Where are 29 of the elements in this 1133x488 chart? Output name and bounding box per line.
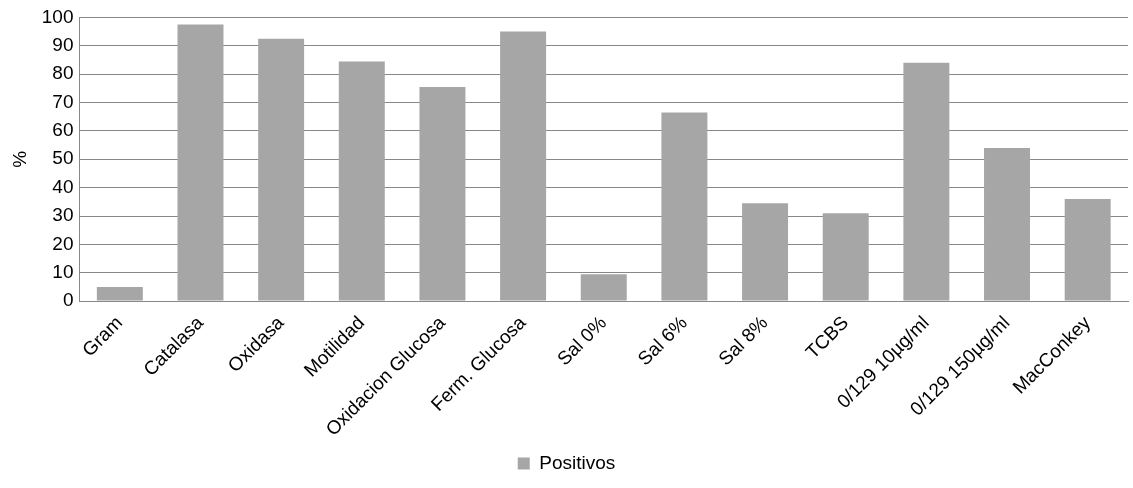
- bar: [1064, 198, 1111, 301]
- y-tick-label: 20: [52, 232, 74, 254]
- x-tick-label: Sal 6%: [633, 311, 692, 370]
- y-tick-label: 80: [52, 62, 74, 84]
- bar: [742, 203, 789, 301]
- y-tick-label: 30: [52, 204, 74, 226]
- bar: [258, 38, 305, 301]
- bar: [500, 31, 547, 301]
- y-tick-label: 60: [52, 119, 74, 141]
- y-tick-label: 40: [52, 175, 74, 197]
- bar: [419, 86, 466, 301]
- legend-label: Positivos: [539, 451, 616, 473]
- y-tick-label: 50: [52, 147, 74, 169]
- x-tick-label: Sal 0%: [552, 311, 611, 370]
- bar: [822, 213, 869, 301]
- y-tick-label: 10: [52, 260, 74, 282]
- bar: [580, 274, 627, 301]
- bar: [96, 286, 143, 301]
- y-axis-title: %: [8, 150, 30, 168]
- y-tick-label: 0: [62, 289, 74, 311]
- bar: [903, 62, 950, 301]
- y-tick-label: 70: [52, 90, 74, 112]
- bar: [177, 24, 224, 301]
- y-tick-label: 100: [41, 5, 74, 27]
- y-tick-label: 90: [52, 34, 74, 56]
- bar: [338, 61, 385, 301]
- bar: [661, 112, 708, 301]
- bar: [984, 147, 1031, 301]
- x-tick-label: Sal 8%: [714, 311, 772, 370]
